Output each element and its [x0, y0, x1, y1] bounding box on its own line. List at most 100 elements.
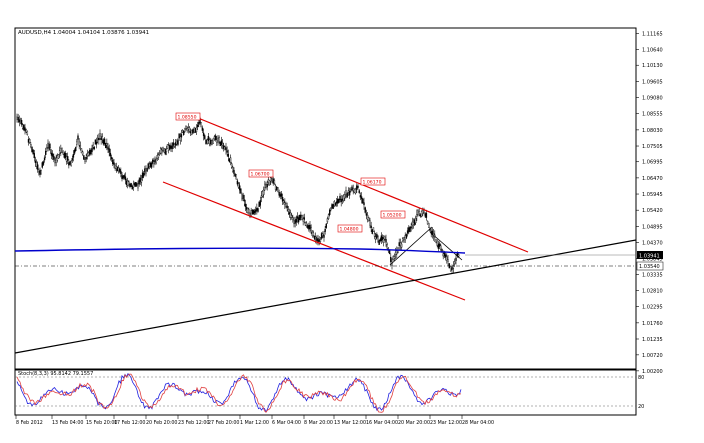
candle-body — [143, 172, 145, 177]
candle-body — [322, 233, 324, 236]
candle-body — [408, 227, 410, 232]
indicator-title: Stoch(8,3,3) 95.8142 79.1557 — [18, 371, 93, 377]
candle-body — [183, 131, 185, 135]
candle-body — [265, 183, 267, 188]
candle-body — [311, 231, 313, 236]
candle-body — [32, 149, 34, 155]
candle-body — [413, 219, 416, 225]
short-trendline-b[interactable] — [429, 231, 463, 261]
candle-body — [354, 188, 357, 194]
candle-body — [53, 155, 55, 160]
annotation-box[interactable] — [380, 210, 406, 219]
candle-body — [189, 131, 192, 134]
candle-body — [138, 179, 140, 185]
candle-body — [18, 119, 20, 123]
candle-body — [208, 139, 211, 145]
time-tick-label: 13 Feb 04:00 — [52, 420, 83, 426]
candle-body — [79, 145, 82, 148]
short-trendline-a[interactable] — [389, 226, 433, 266]
candle-body — [37, 164, 39, 170]
price-tick-label: 1.00200 — [642, 369, 663, 375]
candle-body — [132, 183, 135, 188]
candle-body — [144, 168, 146, 173]
candle-body — [288, 212, 291, 215]
time-tick-label: 1 Mar 12:00 — [240, 420, 269, 426]
time-tick-label: 15 Feb 20:00 — [86, 420, 117, 426]
candle-body — [62, 150, 64, 155]
candle-body — [192, 128, 194, 134]
candle-body — [22, 124, 24, 129]
candle-body — [164, 149, 166, 155]
candle-body — [54, 160, 56, 164]
candle-body — [455, 257, 457, 261]
long-trendline[interactable] — [14, 239, 637, 354]
candle-body — [91, 147, 93, 153]
candle-body — [295, 218, 297, 223]
price-axis: 1.11165 1.10640 1.10130 1.09605 1.09080 1.085… — [636, 31, 663, 375]
candle-body — [234, 174, 236, 176]
stoch-main-line — [16, 373, 462, 413]
candle-body — [46, 146, 48, 149]
candle-body — [75, 147, 77, 152]
candle-body — [179, 136, 181, 141]
candle-body — [412, 222, 415, 225]
candle-body — [133, 183, 136, 186]
annotation-box[interactable] — [337, 224, 363, 233]
candle-body — [236, 180, 239, 185]
candle-body — [364, 207, 366, 213]
candle-body — [172, 142, 175, 146]
price-tick-label: 1.04370 — [642, 241, 663, 247]
candle-body — [214, 135, 217, 140]
candle-body — [95, 141, 98, 145]
candle-body — [204, 135, 206, 139]
main-chart-pane[interactable] — [14, 27, 637, 370]
candle-body — [392, 256, 394, 260]
candle-body — [244, 203, 247, 208]
candle-body — [436, 240, 438, 246]
candle-body — [280, 193, 283, 197]
candle-body — [405, 234, 408, 239]
candle-body — [356, 185, 358, 190]
time-tick-label: 23 Mar 12:00 — [430, 420, 462, 426]
candle-body — [130, 183, 132, 187]
annotation-label: 1.06170 — [363, 180, 382, 186]
candle-body — [293, 220, 295, 224]
price-tick-label: 1.05420 — [642, 208, 663, 214]
candle-body — [186, 127, 188, 131]
time-tick-label: 23 Feb 12:00 — [178, 420, 209, 426]
candle-body — [272, 178, 274, 184]
candle-body — [417, 210, 419, 215]
candle-body — [359, 195, 362, 198]
candle-body — [242, 194, 244, 199]
price-series — [16, 113, 460, 274]
annotation-box[interactable] — [360, 177, 386, 186]
candle-body — [424, 213, 426, 217]
candle-body — [296, 216, 299, 219]
candle-body — [379, 238, 381, 242]
annotation-box[interactable] — [175, 112, 201, 121]
time-tick-label: 27 Feb 20:00 — [208, 420, 239, 426]
candle-body — [453, 261, 456, 265]
candle-body — [102, 139, 105, 145]
candle-body — [161, 149, 163, 154]
candle-body — [162, 147, 164, 151]
candle-body — [447, 259, 449, 262]
candle-body — [129, 184, 131, 188]
candle-body — [357, 185, 359, 188]
candle-body — [309, 224, 311, 230]
candle-body — [65, 156, 68, 162]
candle-body — [139, 177, 141, 182]
candle-body — [345, 190, 347, 195]
candle-body — [319, 238, 322, 242]
candle-body — [17, 117, 19, 120]
candle-body — [122, 176, 124, 179]
candle-body — [317, 238, 319, 243]
candle-body — [286, 205, 288, 209]
annotation-box[interactable] — [248, 169, 274, 178]
candle-body — [400, 243, 403, 248]
candle-body — [426, 220, 429, 225]
candle-body — [384, 236, 386, 240]
candle-body — [131, 185, 133, 190]
